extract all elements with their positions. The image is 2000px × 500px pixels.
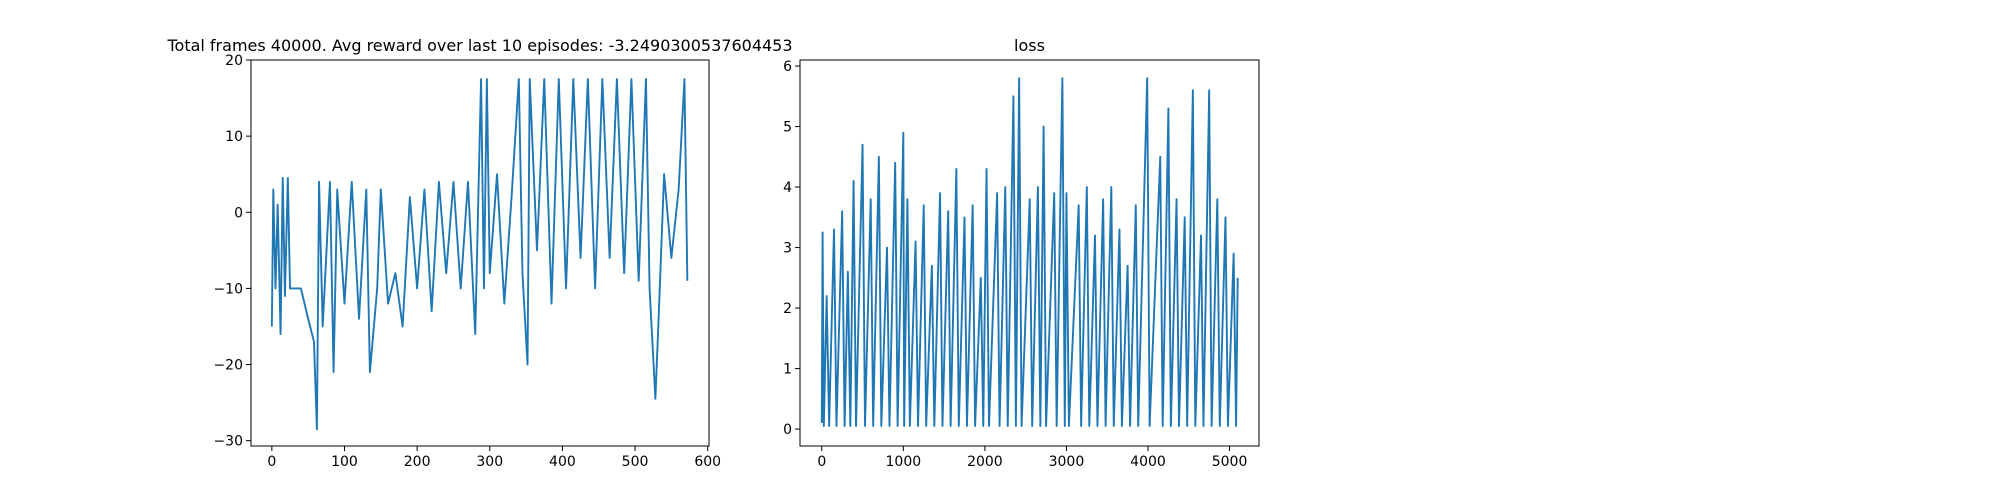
x-tick-label: 200 [404, 454, 431, 470]
x-tick-label: 2000 [967, 454, 1003, 470]
y-tick-label: 0 [234, 205, 243, 221]
y-tick-label: −30 [213, 434, 243, 450]
chart-title: Total frames 40000. Avg reward over last… [166, 36, 792, 55]
x-tick-label: 500 [622, 454, 649, 470]
y-tick-label: 10 [225, 129, 243, 145]
data-line [820, 77, 1239, 427]
y-tick-label: 4 [783, 180, 792, 196]
x-tick-label: 4000 [1130, 454, 1166, 470]
x-tick-label: 600 [694, 454, 721, 470]
chart-title: loss [1014, 36, 1045, 55]
y-tick-label: 5 [783, 120, 792, 136]
y-tick-label: 0 [783, 422, 792, 438]
y-tick-label: 20 [225, 53, 243, 69]
y-tick-label: −10 [213, 281, 243, 297]
y-tick-label: 6 [783, 59, 792, 75]
x-tick-label: 0 [817, 454, 826, 470]
x-tick-label: 0 [267, 454, 276, 470]
y-tick-label: 2 [783, 301, 792, 317]
x-tick-label: 400 [549, 454, 576, 470]
y-tick-label: 3 [783, 241, 792, 257]
x-tick-label: 5000 [1212, 454, 1248, 470]
y-tick-label: −20 [213, 358, 243, 374]
axes-frame [799, 59, 1260, 447]
data-line [270, 78, 689, 431]
x-tick-label: 100 [331, 454, 358, 470]
x-tick-label: 1000 [886, 454, 922, 470]
y-tick-label: 1 [783, 362, 792, 378]
x-tick-label: 300 [476, 454, 503, 470]
x-tick-label: 3000 [1049, 454, 1085, 470]
axes-frame [250, 59, 710, 447]
